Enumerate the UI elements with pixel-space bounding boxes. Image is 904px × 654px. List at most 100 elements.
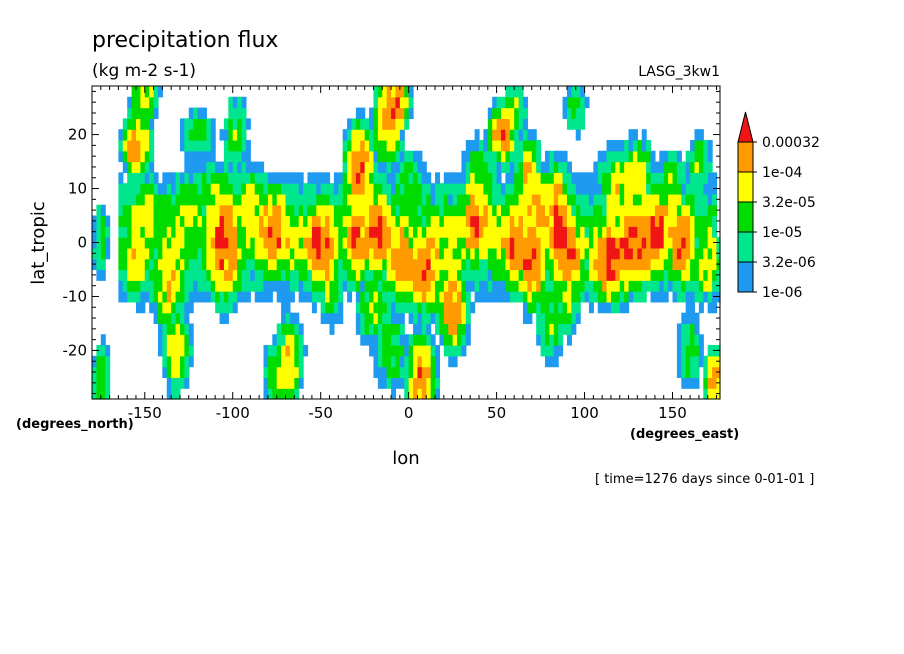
heatmap-cell — [413, 183, 419, 195]
heatmap-cell — [588, 247, 594, 260]
heatmap-cell — [514, 193, 520, 206]
heatmap-cell — [558, 258, 564, 271]
heatmap-cell — [571, 237, 577, 249]
heatmap-cell — [259, 204, 265, 217]
heatmap-cell — [566, 237, 572, 249]
heatmap-cell — [201, 215, 207, 227]
heatmap-cell — [593, 258, 599, 271]
heatmap-cell — [509, 118, 515, 130]
heatmap-cell — [448, 280, 454, 292]
colorbar-swatch — [737, 171, 754, 203]
heatmap-cell — [276, 172, 282, 184]
heatmap-cell — [140, 258, 146, 271]
heatmap-cell — [536, 280, 542, 292]
heatmap-cell — [703, 247, 709, 260]
heatmap-cell — [549, 258, 555, 271]
heatmap-cell — [435, 226, 441, 238]
heatmap-cell — [179, 118, 185, 130]
heatmap-cell — [338, 183, 344, 195]
heatmap-cell — [694, 172, 700, 184]
heatmap-cell — [659, 226, 665, 238]
heatmap-cell — [373, 345, 379, 357]
heatmap-cell — [487, 247, 493, 260]
heatmap-cell — [610, 204, 616, 217]
heatmap-cell — [421, 280, 427, 292]
heatmap-cell — [487, 118, 493, 130]
heatmap-cell — [703, 204, 709, 217]
heatmap-cell — [206, 139, 212, 152]
heatmap-cell — [184, 118, 190, 130]
heatmap-cell — [698, 172, 704, 184]
heatmap-cell — [193, 183, 199, 195]
heatmap-cell — [553, 237, 559, 249]
heatmap-cell — [245, 172, 251, 184]
heatmap-cell — [391, 388, 397, 400]
heatmap-cell — [448, 226, 454, 238]
heatmap-cell — [333, 301, 339, 314]
heatmap-cell — [131, 172, 137, 184]
heatmap-cell — [188, 204, 194, 217]
heatmap-cell — [175, 323, 181, 335]
heatmap-cell — [175, 301, 181, 314]
heatmap-cell — [540, 172, 546, 184]
heatmap-cell — [254, 172, 260, 184]
heatmap-cell — [496, 258, 502, 271]
heatmap-cell — [395, 247, 401, 260]
heatmap-cell — [144, 237, 150, 249]
heatmap-cell — [149, 280, 155, 292]
heatmap-cell — [281, 183, 287, 195]
heatmap-cell — [553, 172, 559, 184]
heatmap-cell — [619, 226, 625, 238]
heatmap-cell — [223, 150, 229, 163]
heatmap-cell — [263, 345, 269, 357]
heatmap-cell — [391, 291, 397, 303]
heatmap-cell — [575, 204, 581, 217]
heatmap-cell — [452, 258, 458, 271]
heatmap-cell — [690, 172, 696, 184]
heatmap-cell — [369, 291, 375, 303]
heatmap-cell — [509, 183, 515, 195]
heatmap-cell — [575, 193, 581, 206]
heatmap-cell — [391, 204, 397, 217]
heatmap-cell — [553, 150, 559, 163]
heatmap-cell — [325, 237, 331, 249]
heatmap-cell — [527, 280, 533, 292]
heatmap-cell — [232, 258, 238, 271]
heatmap-cell — [707, 172, 713, 184]
heatmap-cell — [562, 258, 568, 271]
heatmap-cell — [606, 215, 612, 227]
heatmap-cell — [360, 204, 366, 217]
heatmap-cell — [316, 269, 322, 281]
heatmap-cell — [681, 247, 687, 260]
heatmap-cell — [382, 269, 388, 281]
heatmap-cell — [474, 204, 480, 217]
heatmap-cell — [527, 291, 533, 303]
heatmap-cell — [263, 258, 269, 271]
heatmap-cell — [439, 301, 445, 314]
heatmap-cell — [157, 334, 163, 346]
heatmap-cell — [558, 193, 564, 206]
heatmap-cell — [659, 150, 665, 163]
heatmap-cell — [421, 258, 427, 271]
heatmap-cell — [448, 345, 454, 357]
heatmap-cell — [698, 345, 704, 357]
heatmap-cell — [452, 172, 458, 184]
heatmap-cell — [575, 118, 581, 130]
heatmap-cell — [465, 204, 471, 217]
heatmap-cell — [131, 183, 137, 195]
heatmap-cell — [320, 291, 326, 303]
heatmap-cell — [690, 377, 696, 389]
heatmap-cell — [320, 247, 326, 260]
heatmap-cell — [479, 204, 484, 217]
heatmap-cell — [316, 204, 322, 217]
heatmap-cell — [641, 172, 647, 184]
heatmap-cell — [254, 269, 260, 281]
heatmap-cell — [219, 161, 225, 173]
heatmap-cell — [267, 377, 273, 389]
heatmap-cell — [641, 161, 647, 173]
heatmap-cell — [452, 280, 458, 292]
heatmap-cell — [685, 355, 691, 368]
heatmap-cell — [197, 118, 203, 130]
heatmap-cell — [382, 107, 388, 119]
heatmap-cell — [624, 183, 630, 195]
